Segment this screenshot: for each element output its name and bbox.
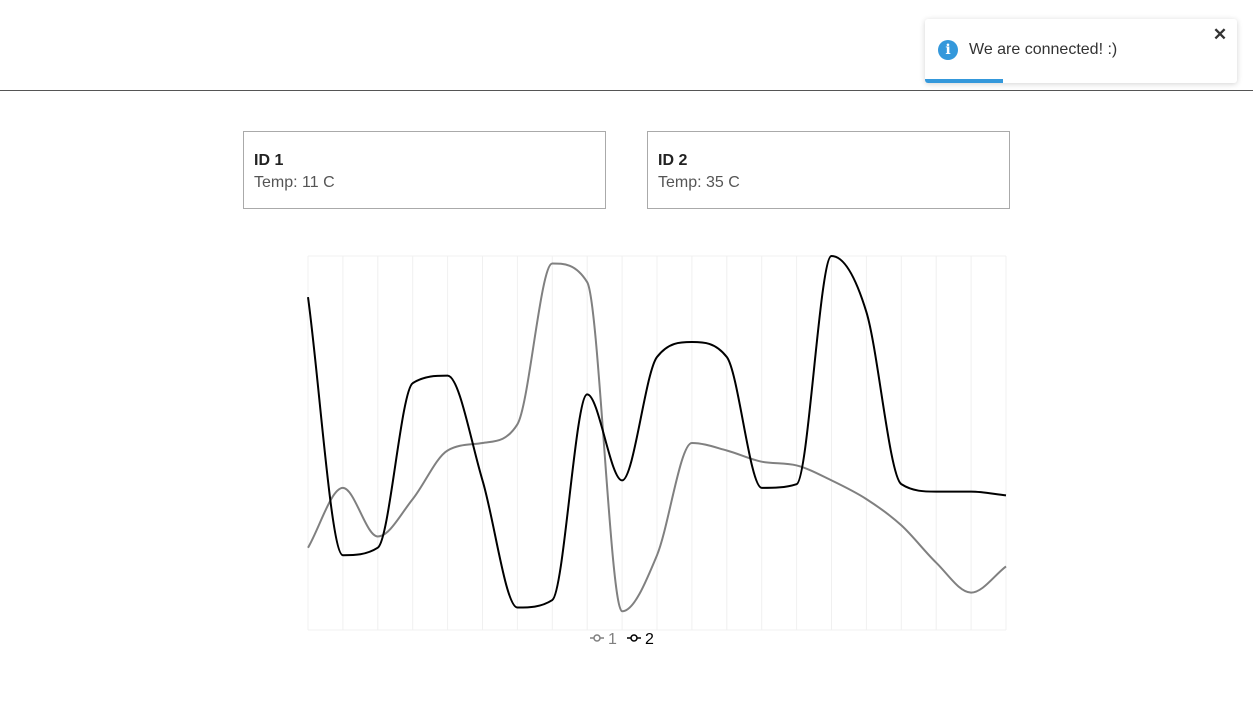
legend-label: 1 [608,631,617,648]
info-icon: i [938,40,958,60]
series-line-1 [307,262,1007,613]
chart-grid [307,255,1007,631]
sensor-card-1: ID 1 Temp: 11 C [243,131,606,209]
legend-label: 2 [645,631,654,648]
legend-item-1[interactable]: 1 [590,631,617,648]
sensor-temp: Temp: 35 C [658,174,740,191]
sensor-temp: Temp: 11 C [254,174,335,191]
series-line-2 [307,254,1007,609]
toast-progress-bar [925,79,1003,83]
sensor-card-2: ID 2 Temp: 35 C [647,131,1010,209]
toast-notification[interactable]: i We are connected! :) ✕ [925,19,1237,83]
legend-marker-icon [593,634,601,642]
legend-marker-icon [630,634,638,642]
sensor-id: ID 2 [658,152,688,169]
sensor-id: ID 1 [254,152,284,169]
toast-message: We are connected! :) [969,41,1118,58]
legend-item-2[interactable]: 2 [627,631,654,648]
close-icon[interactable]: ✕ [1212,25,1228,44]
chart-series [307,254,1007,613]
toast-progress-track [925,79,1237,83]
